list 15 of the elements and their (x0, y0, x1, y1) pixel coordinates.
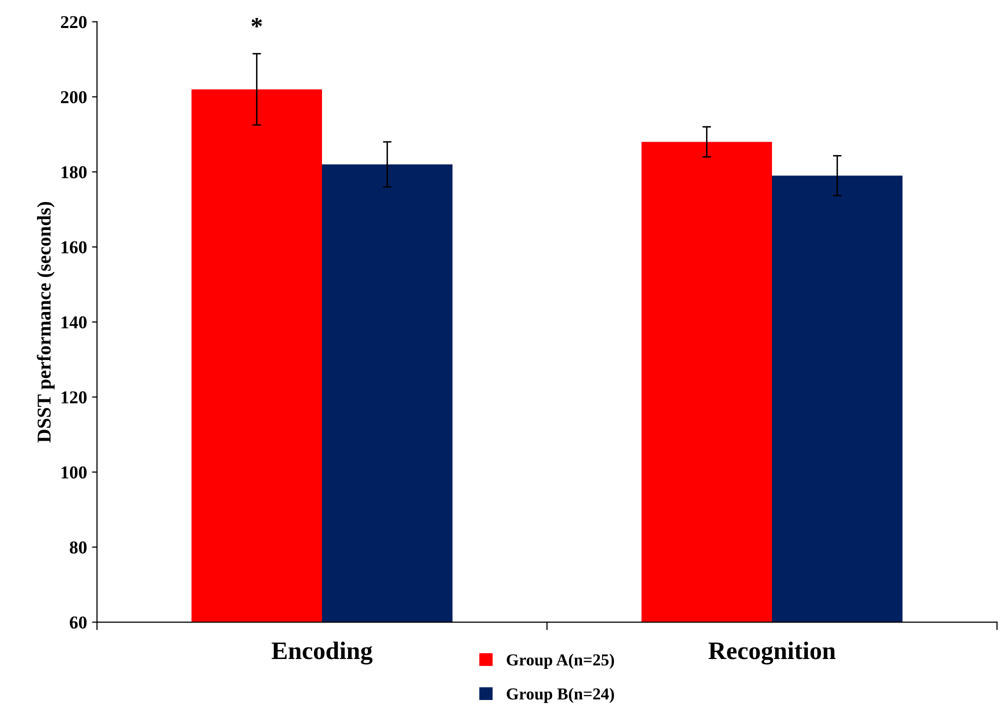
y-tick-label: 200 (60, 91, 87, 104)
y-axis-title: DSST performance (seconds) (36, 202, 55, 442)
y-tick-label: 60 (70, 616, 87, 629)
annotation: * (252, 18, 262, 28)
y-tick-label: 180 (62, 166, 87, 178)
y-tick-label: 80 (70, 541, 87, 554)
legend-label: Group A(n=25) (506, 654, 614, 669)
legend-label: Group B(n=24) (506, 688, 614, 703)
y-tick-label: 100 (62, 466, 87, 479)
x-tick-label: Recognition (708, 642, 836, 664)
x-tick-label: Encoding (272, 642, 372, 664)
y-tick-label: 160 (62, 241, 87, 254)
y-tick-label: 140 (62, 316, 87, 328)
y-tick-label: 220 (60, 16, 87, 28)
y-tick-label: 120 (62, 391, 87, 404)
